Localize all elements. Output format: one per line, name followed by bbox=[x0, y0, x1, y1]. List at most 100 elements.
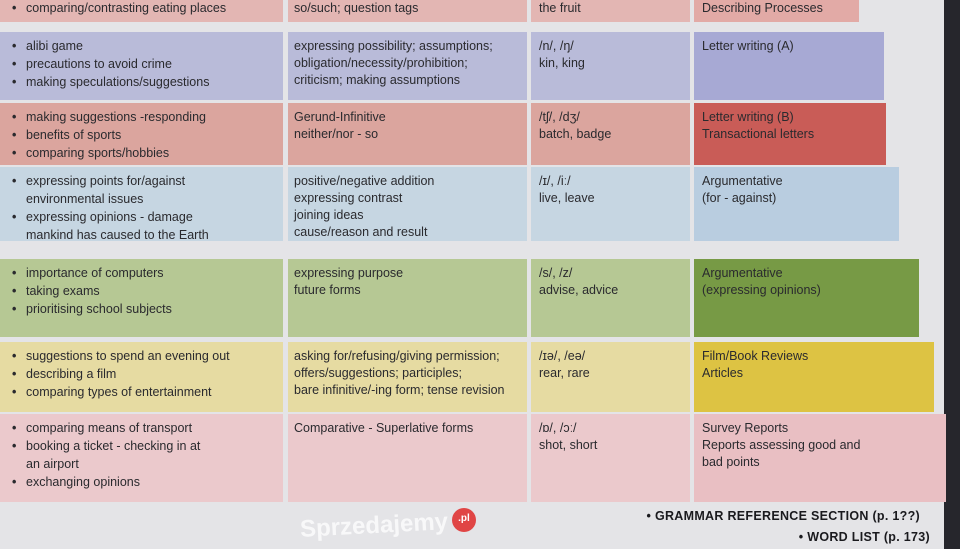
cell-line: Letter writing (A) bbox=[702, 39, 794, 53]
cell-line: neither/nor - so bbox=[294, 127, 379, 141]
skills-cell: comparing/contrasting eating places bbox=[0, 0, 283, 22]
cell-line: so/such; question tags bbox=[294, 1, 419, 15]
watermark-badge: .pl bbox=[452, 508, 476, 532]
table-row: suggestions to spend an evening outdescr… bbox=[0, 342, 960, 412]
cell-line: (expressing opinions) bbox=[702, 283, 821, 297]
cell-line: bare infinitive/-ing form; tense revisio… bbox=[294, 383, 505, 397]
bullet-item: describing a film bbox=[12, 366, 275, 383]
pronunciation-cell: /n/, /ŋ/kin, king bbox=[531, 32, 690, 100]
writing-cell: Argumentative (for - against) bbox=[694, 167, 899, 241]
skills-cell: importance of computerstaking examsprior… bbox=[0, 259, 283, 337]
cell-line: offers/suggestions; participles; bbox=[294, 366, 462, 380]
bullet-item: mankind has caused to the Earth bbox=[26, 228, 209, 242]
cell-line: obligation/necessity/prohibition; bbox=[294, 56, 468, 70]
table-row: importance of computerstaking examsprior… bbox=[0, 259, 960, 337]
cell-line: /tʃ/, /dʒ/ bbox=[539, 110, 580, 124]
cell-line: Comparative - Superlative forms bbox=[294, 421, 474, 435]
bullet-item: comparing means of transport bbox=[12, 420, 275, 437]
bullet-item: expressing points for/against bbox=[12, 173, 275, 190]
bullet-item: alibi game bbox=[12, 38, 275, 55]
bullet-item: making suggestions -responding bbox=[12, 109, 275, 126]
table-row: comparing/contrasting eating places so/su… bbox=[0, 0, 960, 22]
pronunciation-cell: /s/, /z/advise, advice bbox=[531, 259, 690, 337]
skills-cell: comparing means of transportbooking a ti… bbox=[0, 414, 283, 502]
bullet-item: taking exams bbox=[12, 283, 275, 300]
cell-line: rear, rare bbox=[539, 366, 590, 380]
bullet-item: expressing opinions - damage bbox=[12, 209, 275, 226]
word-list-text: WORD LIST (p. 173) bbox=[807, 530, 930, 544]
page-edge-shadow bbox=[944, 0, 960, 549]
cell-line: Film/Book Reviews bbox=[702, 349, 809, 363]
cell-line: Describing Processes bbox=[702, 1, 823, 15]
grammar-cell: asking for/refusing/giving permission; of… bbox=[288, 342, 527, 412]
writing-cell: Film/Book Reviews Articles bbox=[694, 342, 934, 412]
cell-line: batch, badge bbox=[539, 127, 612, 141]
grammar-cell: Gerund-Infinitive neither/nor - so bbox=[288, 103, 527, 165]
cell-line: live, leave bbox=[539, 191, 595, 205]
pronunciation-cell: /tʃ/, /dʒ/batch, badge bbox=[531, 103, 690, 165]
grammar-cell: Comparative - Superlative forms bbox=[288, 414, 527, 502]
bullet-item: importance of computers bbox=[12, 265, 275, 282]
pronunciation-cell: /ɪ/, /iː/live, leave bbox=[531, 167, 690, 241]
cell-line: Articles bbox=[702, 366, 743, 380]
bullet-item: comparing/contrasting eating places bbox=[12, 0, 275, 17]
bullet-item: environmental issues bbox=[26, 192, 144, 206]
writing-cell: Letter writing (A) bbox=[694, 32, 884, 100]
cell-line: advise, advice bbox=[539, 283, 619, 297]
grammar-cell: expressing possibility; assumptions; obli… bbox=[288, 32, 527, 100]
cell-line: criticism; making assumptions bbox=[294, 73, 461, 87]
bullet-item: precautions to avoid crime bbox=[12, 56, 275, 73]
skills-cell: alibi gameprecautions to avoid crimemaki… bbox=[0, 32, 283, 100]
cell-line: bad points bbox=[702, 455, 760, 469]
pronunciation-cell: /ɒ/, /ɔː/shot, short bbox=[531, 414, 690, 502]
grammar-cell: so/such; question tags bbox=[288, 0, 527, 22]
grammar-cell: positive/negative addition expressing con… bbox=[288, 167, 527, 241]
pronunciation-cell: /ɪə/, /eə/rear, rare bbox=[531, 342, 690, 412]
cell-line: Gerund-Infinitive bbox=[294, 110, 386, 124]
table-row: making suggestions -respondingbenefits o… bbox=[0, 103, 960, 165]
writing-cell: Describing Processes bbox=[694, 0, 859, 22]
cell-line: expressing purpose bbox=[294, 266, 404, 280]
cell-line: Letter writing (B) bbox=[702, 110, 794, 124]
cell-line: positive/negative addition bbox=[294, 174, 435, 188]
cell-line: (for - against) bbox=[702, 191, 777, 205]
cell-line: shot, short bbox=[539, 438, 598, 452]
cell-line: expressing possibility; assumptions; bbox=[294, 39, 493, 53]
cell-line: Survey Reports bbox=[702, 421, 789, 435]
word-list-link: • WORD LIST (p. 173) bbox=[798, 530, 930, 544]
cell-line: Reports assessing good and bbox=[702, 438, 861, 452]
skills-cell: suggestions to spend an evening outdescr… bbox=[0, 342, 283, 412]
bullet-item: exchanging opinions bbox=[12, 474, 275, 491]
cell-line: /s/, /z/ bbox=[539, 266, 573, 280]
writing-cell: Letter writing (B) Transactional letters bbox=[694, 103, 886, 165]
grammar-cell: expressing purpose future forms bbox=[288, 259, 527, 337]
cell-line: /n/, /ŋ/ bbox=[539, 39, 574, 53]
bullet-item: prioritising school subjects bbox=[12, 301, 275, 318]
skills-cell: expressing points for/against environment… bbox=[0, 167, 283, 242]
cell-line: joining ideas bbox=[294, 208, 364, 222]
writing-cell: Argumentative (expressing opinions) bbox=[694, 259, 919, 337]
pronunciation-cell: the fruit bbox=[531, 0, 690, 22]
bullet-item: suggestions to spend an evening out bbox=[12, 348, 275, 365]
table-row: comparing means of transportbooking a ti… bbox=[0, 414, 960, 502]
cell-line: future forms bbox=[294, 283, 361, 297]
bullet-item: benefits of sports bbox=[12, 127, 275, 144]
cell-line: the fruit bbox=[539, 1, 581, 15]
grammar-reference-text: GRAMMAR REFERENCE SECTION (p. 1??) bbox=[654, 509, 920, 523]
cell-line: Argumentative bbox=[702, 266, 783, 280]
bullet-item: comparing sports/hobbies bbox=[12, 145, 275, 162]
cell-line: Argumentative bbox=[702, 174, 783, 188]
watermark-logo: Sprzedajemy bbox=[299, 508, 449, 543]
table-row: alibi gameprecautions to avoid crimemaki… bbox=[0, 32, 960, 100]
cell-line: kin, king bbox=[539, 56, 585, 70]
skills-cell: making suggestions -respondingbenefits o… bbox=[0, 103, 283, 165]
bullet-item: booking a ticket - checking in at bbox=[12, 438, 275, 455]
cell-line: expressing contrast bbox=[294, 191, 403, 205]
cell-line: /ɪə/, /eə/ bbox=[539, 349, 586, 363]
bullet-item: making speculations/suggestions bbox=[12, 74, 275, 91]
bullet-item: an airport bbox=[26, 457, 79, 471]
cell-line: cause/reason and result bbox=[294, 225, 428, 239]
bullet-item: comparing types of entertainment bbox=[12, 384, 275, 401]
cell-line: Transactional letters bbox=[702, 127, 815, 141]
grammar-reference-link: • GRAMMAR REFERENCE SECTION (p. 1??) bbox=[646, 509, 920, 523]
